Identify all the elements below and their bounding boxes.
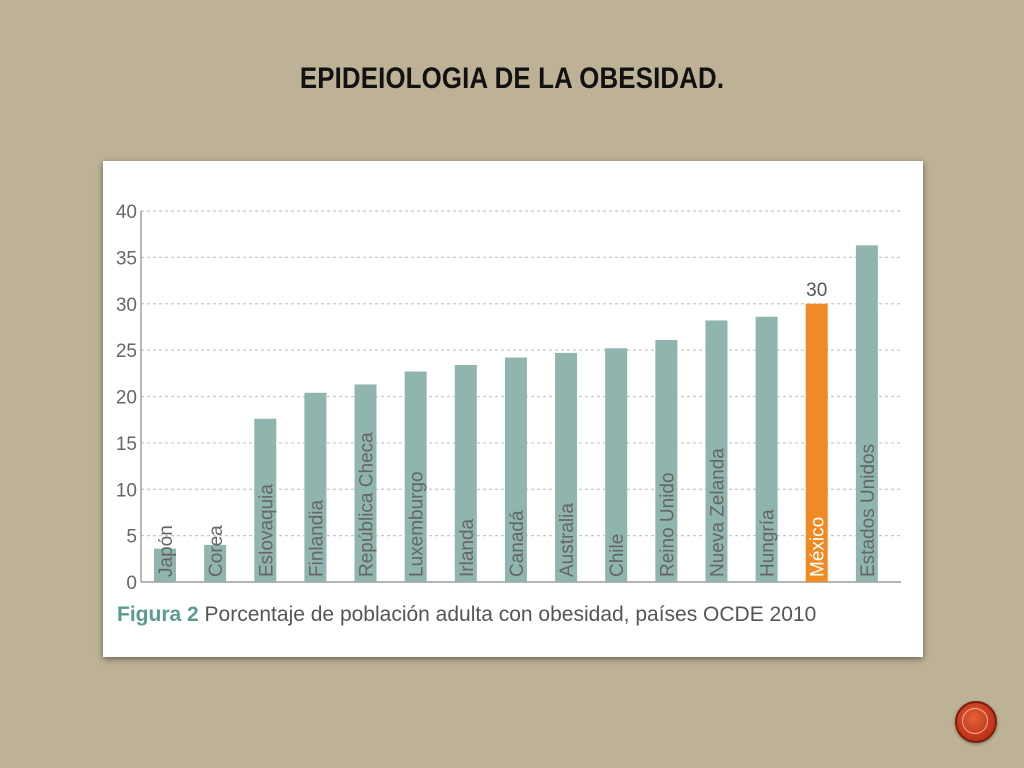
category-label: Luxemburgo xyxy=(407,471,428,577)
category-label: Irlanda xyxy=(457,518,478,577)
category-label: Estados Unidos xyxy=(858,444,879,577)
category-label: Chile xyxy=(607,534,628,577)
bar xyxy=(855,245,878,582)
bar xyxy=(304,392,327,582)
figure-caption: Figura 2 Porcentaje de población adulta … xyxy=(117,603,816,627)
category-label: México xyxy=(808,517,829,577)
bar xyxy=(755,316,778,582)
bar xyxy=(705,320,728,582)
slide-title: EPIDEIOLOGIA DE LA OBESIDAD. xyxy=(299,62,725,95)
bar xyxy=(154,548,176,582)
category-label: Eslovaquia xyxy=(256,484,277,577)
category-label: Finlandia xyxy=(306,499,327,577)
bar xyxy=(805,303,828,582)
bar xyxy=(204,544,227,582)
category-label: Canadá xyxy=(507,510,528,577)
chart-card: 0 5 10 15 20 25 30 35 40 Japón Corea Eslovaquia Finl… xyxy=(103,161,923,657)
y-tick-label: 20 xyxy=(116,388,137,409)
bar xyxy=(354,384,377,582)
caption-figure-number: Figura 2 xyxy=(117,603,199,626)
y-tick-label: 15 xyxy=(116,434,137,455)
bar xyxy=(655,339,678,582)
category-label: Hungría xyxy=(758,509,779,577)
y-tick-label: 25 xyxy=(116,341,137,362)
bar xyxy=(454,364,477,582)
y-tick-label: 10 xyxy=(116,480,137,501)
category-label: Australia xyxy=(557,503,578,577)
y-tick-label: 0 xyxy=(126,573,137,594)
caption-text: Porcentaje de población adulta con obesi… xyxy=(198,603,817,626)
nav-circle-icon xyxy=(962,708,988,734)
category-label: Japón xyxy=(156,525,177,577)
bar xyxy=(404,371,427,582)
y-tick-label: 5 xyxy=(126,527,137,548)
data-label: 30 xyxy=(806,280,827,301)
category-label: Nueva Zelanda xyxy=(707,448,728,577)
y-tick-label: 35 xyxy=(116,248,137,269)
bar xyxy=(555,352,578,582)
category-label: Corea xyxy=(206,525,227,577)
bar xyxy=(254,418,277,582)
bar xyxy=(504,357,527,582)
next-slide-button[interactable] xyxy=(955,701,997,743)
category-label: Reino Unido xyxy=(657,472,678,577)
y-tick-label: 30 xyxy=(116,295,137,316)
y-tick-label: 40 xyxy=(116,202,137,223)
category-label: República Checa xyxy=(357,432,378,577)
bar-chart: 0 5 10 15 20 25 30 35 40 Japón Corea Eslovaquia Finl… xyxy=(116,202,901,594)
bar xyxy=(605,348,628,582)
